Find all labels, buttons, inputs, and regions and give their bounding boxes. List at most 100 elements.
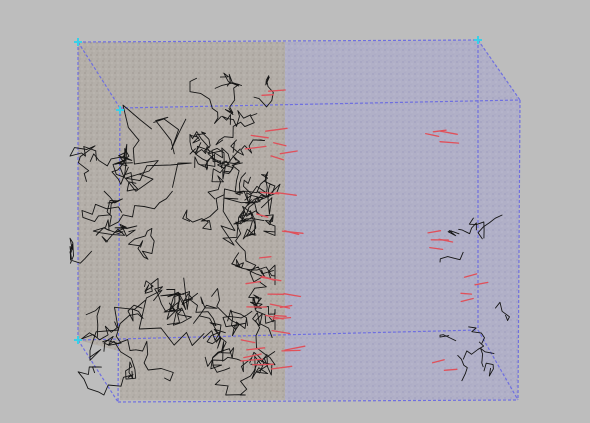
box-edge-back-top (77, 39, 479, 43)
polymer-chain (182, 194, 225, 231)
end-group (427, 230, 442, 234)
polymer-chain (102, 339, 174, 382)
end-group (463, 273, 478, 278)
polymer-chain (483, 362, 494, 377)
box-edge-back-bottom (77, 329, 479, 341)
polymer-chain (214, 82, 240, 115)
polymer-chain (128, 227, 155, 260)
end-group (246, 347, 266, 351)
polymer-chain (231, 162, 264, 204)
polymer-chain (219, 72, 243, 87)
end-group (261, 94, 274, 96)
end-group (439, 130, 458, 135)
polymer-chain (235, 172, 269, 196)
polymer-chain (477, 214, 503, 240)
polymer-chain (468, 217, 485, 239)
polymer-chain (89, 299, 146, 361)
polymer-chain (240, 210, 257, 240)
end-group (275, 191, 297, 196)
box-edge-connector-tr (477, 39, 521, 101)
polymer-chain (77, 366, 134, 396)
end-group (270, 155, 284, 161)
end-group (432, 129, 447, 133)
end-group (269, 303, 291, 309)
polymer-chain (447, 230, 460, 237)
end-group (240, 358, 264, 362)
end-group (259, 256, 272, 259)
polymer-chain (138, 289, 205, 346)
polymer-chain (457, 354, 468, 382)
simulation-box (77, 39, 521, 403)
polymer-chain (189, 131, 212, 154)
end-group (429, 246, 444, 251)
polymer-chain (160, 277, 191, 320)
end-group (264, 127, 288, 132)
polymer-chain (92, 219, 126, 243)
polymer-chain (103, 335, 137, 380)
end-group (281, 230, 304, 234)
polymer-chain (217, 148, 241, 174)
end-group (265, 314, 284, 320)
polymer-chain (462, 341, 485, 360)
end-group (474, 281, 489, 286)
end-group (279, 150, 298, 155)
polymer-chain (242, 205, 276, 236)
end-group (460, 292, 473, 295)
box-edge-front-left (117, 107, 121, 403)
polymer-chain (207, 160, 240, 200)
end-group (425, 132, 440, 138)
end-group (439, 141, 460, 144)
end-group (250, 134, 269, 139)
polymer-chain (230, 139, 266, 156)
end-group (279, 304, 293, 309)
end-group (267, 89, 286, 92)
end-group (281, 349, 301, 352)
corner-markers (74, 36, 482, 344)
cross-marker-icon (74, 38, 82, 46)
end-group (431, 359, 445, 364)
polymer-chain (223, 183, 281, 215)
polymer-chain (215, 113, 258, 146)
chain-end-groups (240, 89, 489, 371)
end-group (284, 345, 306, 351)
cross-marker-icon (116, 106, 124, 114)
box-edge-connector-bl (77, 339, 119, 403)
polymer-chain (202, 330, 227, 362)
box-edge-front-top (119, 99, 521, 109)
polymer-chain (106, 190, 173, 227)
polymer-chain (200, 147, 225, 171)
box-edge-connector-br (477, 329, 519, 401)
cross-marker-icon (474, 36, 482, 44)
polymer-chain (210, 347, 235, 373)
polymer-chain (233, 202, 258, 237)
cross-marker-icon (74, 336, 82, 344)
end-group (244, 145, 267, 150)
end-group (443, 368, 458, 371)
end-group (270, 365, 293, 370)
polymer-chain (103, 304, 144, 352)
polymer-chain (163, 289, 192, 326)
box-edge-connector-tl (77, 41, 121, 109)
end-group (273, 314, 287, 317)
polymer-chain (246, 264, 276, 286)
polymer-chain (231, 252, 274, 275)
polymer-chain (189, 77, 222, 124)
polymer-chain (122, 104, 159, 179)
particle-region-front-left (120, 108, 300, 400)
polymer-chain (69, 237, 93, 264)
polymer-chain (221, 110, 252, 127)
polymer-chain (250, 354, 273, 379)
polymer-chain (222, 309, 253, 337)
polymer-chain (69, 145, 97, 182)
polymer-chain (189, 145, 231, 162)
polymer-chain (112, 143, 133, 179)
end-group (260, 191, 280, 195)
particle-region-right (285, 40, 520, 400)
polymer-chain (439, 334, 457, 342)
end-group (259, 276, 282, 282)
end-group (256, 213, 269, 218)
end-group (252, 363, 275, 366)
particle-field (78, 40, 520, 400)
